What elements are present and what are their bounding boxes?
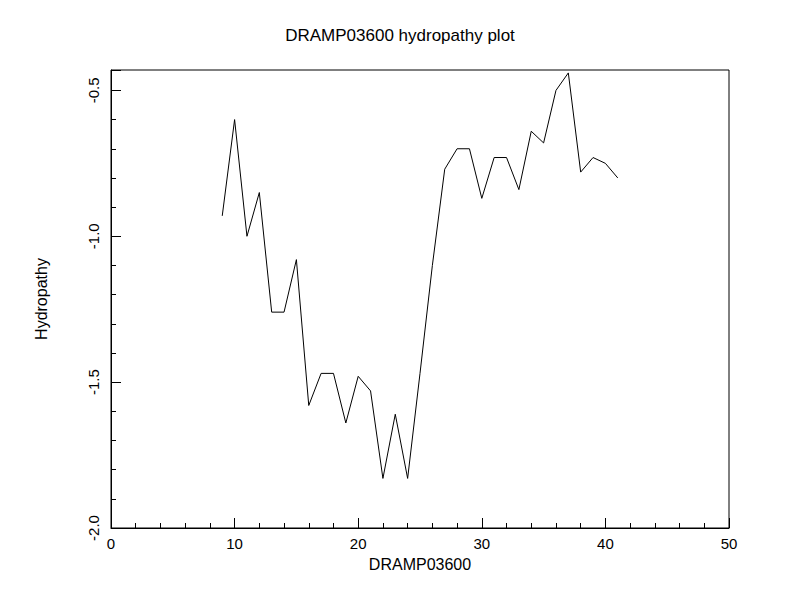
svg-text:10: 10 bbox=[226, 535, 243, 552]
svg-text:30: 30 bbox=[473, 535, 490, 552]
svg-text:DRAMP03600 hydropathy plot: DRAMP03600 hydropathy plot bbox=[285, 26, 515, 45]
svg-text:Hydropathy: Hydropathy bbox=[33, 258, 50, 340]
svg-text:0: 0 bbox=[107, 535, 115, 552]
svg-text:-0.5: -0.5 bbox=[85, 77, 102, 103]
svg-text:-2.0: -2.0 bbox=[85, 515, 102, 541]
svg-text:50: 50 bbox=[721, 535, 738, 552]
svg-text:-1.5: -1.5 bbox=[85, 369, 102, 395]
svg-text:20: 20 bbox=[350, 535, 367, 552]
svg-text:DRAMP03600: DRAMP03600 bbox=[369, 556, 471, 573]
svg-text:-1.0: -1.0 bbox=[85, 223, 102, 249]
svg-text:40: 40 bbox=[597, 535, 614, 552]
